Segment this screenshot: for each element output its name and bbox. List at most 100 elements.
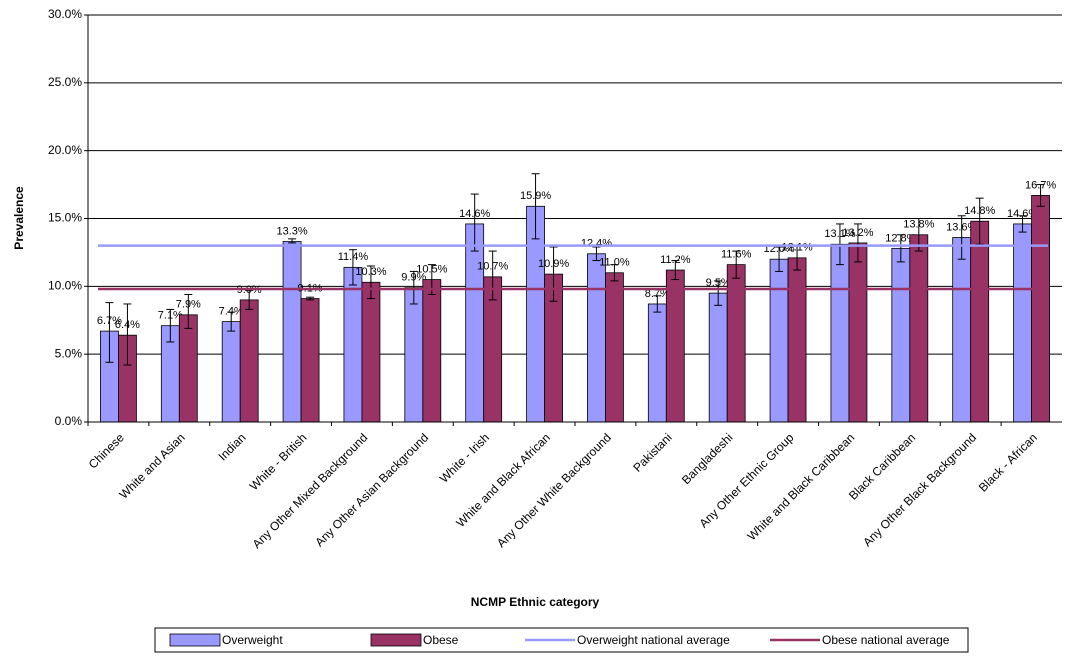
value-label: 12.4% (581, 238, 612, 250)
value-label: 9.5% (706, 277, 731, 289)
value-label: 13.3% (276, 225, 307, 237)
y-axis-title: Prevalence (12, 186, 26, 250)
value-label: 11.2% (660, 254, 691, 266)
error-bar (653, 295, 662, 313)
value-label: 7.9% (176, 299, 201, 311)
bar (361, 281, 381, 423)
error-bar (531, 173, 540, 240)
x-tick-label: Indian (216, 430, 249, 463)
error-bar (227, 311, 236, 332)
bar (221, 321, 241, 423)
x-axis-title: NCMP Ethnic category (471, 595, 600, 609)
error-bar (610, 264, 619, 282)
y-tick-label: 10.0% (48, 279, 82, 293)
value-label: 6.4% (115, 319, 140, 331)
bar (1013, 223, 1032, 423)
value-label: 14.8% (964, 205, 995, 217)
value-label: 16.7% (1025, 179, 1056, 191)
error-bar (166, 308, 175, 343)
error-bar (732, 250, 741, 279)
error-bar (470, 193, 479, 252)
bar (891, 247, 911, 423)
value-label: 10.7% (477, 261, 508, 273)
y-tick-label: 25.0% (48, 75, 82, 89)
bar (404, 287, 424, 423)
value-label: 11.0% (599, 257, 630, 269)
bar (830, 243, 850, 423)
bar (952, 237, 972, 423)
y-tick-label: 0.0% (55, 414, 83, 428)
bar (787, 257, 807, 423)
error-bar (835, 223, 844, 266)
value-label: 14.6% (459, 208, 490, 220)
bar (909, 234, 929, 423)
error-bar (306, 296, 315, 301)
value-label: 6.7% (97, 315, 122, 327)
value-label: 11.6% (721, 249, 752, 261)
value-label: 11.4% (338, 251, 369, 263)
bar (282, 241, 302, 423)
error-bar (288, 238, 297, 244)
value-label: 13.6% (946, 221, 977, 233)
x-tick-label: Any Other Black Background (860, 430, 979, 549)
bar (769, 258, 789, 423)
bar (970, 220, 990, 423)
value-label: 13.8% (903, 219, 934, 231)
bar (647, 303, 667, 423)
value-label: 14.6% (1007, 208, 1038, 220)
y-tick-label: 15.0% (48, 211, 82, 225)
error-bar (105, 302, 114, 363)
legend-label: Overweight (222, 633, 283, 647)
bar (178, 314, 198, 423)
legend-swatch (370, 633, 422, 647)
value-label: 13.2% (842, 227, 873, 239)
error-bar (957, 215, 966, 260)
error-bar (975, 197, 984, 245)
error-bar (853, 223, 862, 263)
legend-swatch (169, 633, 221, 647)
x-tick-label: Chinese (86, 430, 127, 471)
legend-label: Overweight national average (577, 633, 730, 647)
error-bar (184, 293, 193, 329)
bar (465, 223, 485, 423)
x-tick-label: Any Other Mixed Background (250, 430, 371, 551)
value-label: 12.8% (885, 232, 916, 244)
value-label: 9.9% (401, 272, 426, 284)
error-bar (245, 289, 254, 310)
bar (300, 298, 320, 423)
error-bar (671, 260, 680, 281)
error-bar (896, 234, 905, 263)
bar (605, 272, 624, 423)
error-bar (1018, 215, 1027, 233)
bar (239, 299, 259, 423)
y-tick-label: 5.0% (55, 346, 83, 360)
bar (665, 269, 685, 423)
y-tick-label: 20.0% (48, 143, 82, 157)
y-tick-label: 30.0% (48, 7, 82, 21)
value-label: 12.1% (781, 242, 812, 254)
bar (422, 279, 442, 423)
value-label: 10.3% (355, 266, 386, 278)
error-bar (123, 303, 132, 366)
error-bar (592, 246, 601, 262)
bar (848, 242, 868, 423)
error-bar (348, 249, 357, 286)
error-bar (488, 250, 497, 301)
x-tick-label: Bangladeshi (679, 430, 736, 487)
bar (343, 266, 363, 423)
legend-label: Obese (423, 633, 459, 647)
x-tick-label: White - Irish (437, 430, 492, 485)
x-tick-label: White - British (247, 430, 310, 493)
value-label: 7.4% (219, 306, 244, 318)
legend-label: Obese national average (822, 633, 950, 647)
value-label: 7.1% (158, 310, 183, 322)
x-tick-label: White and Black Caribbean (745, 430, 858, 543)
x-tick-label: White and Asian (116, 430, 187, 501)
value-label: 13.1% (824, 228, 855, 240)
error-bar (714, 280, 723, 306)
value-label: 10.9% (538, 258, 569, 270)
x-tick-label: Any Other Asian Background (312, 430, 431, 549)
value-label: 10.5% (416, 263, 447, 275)
